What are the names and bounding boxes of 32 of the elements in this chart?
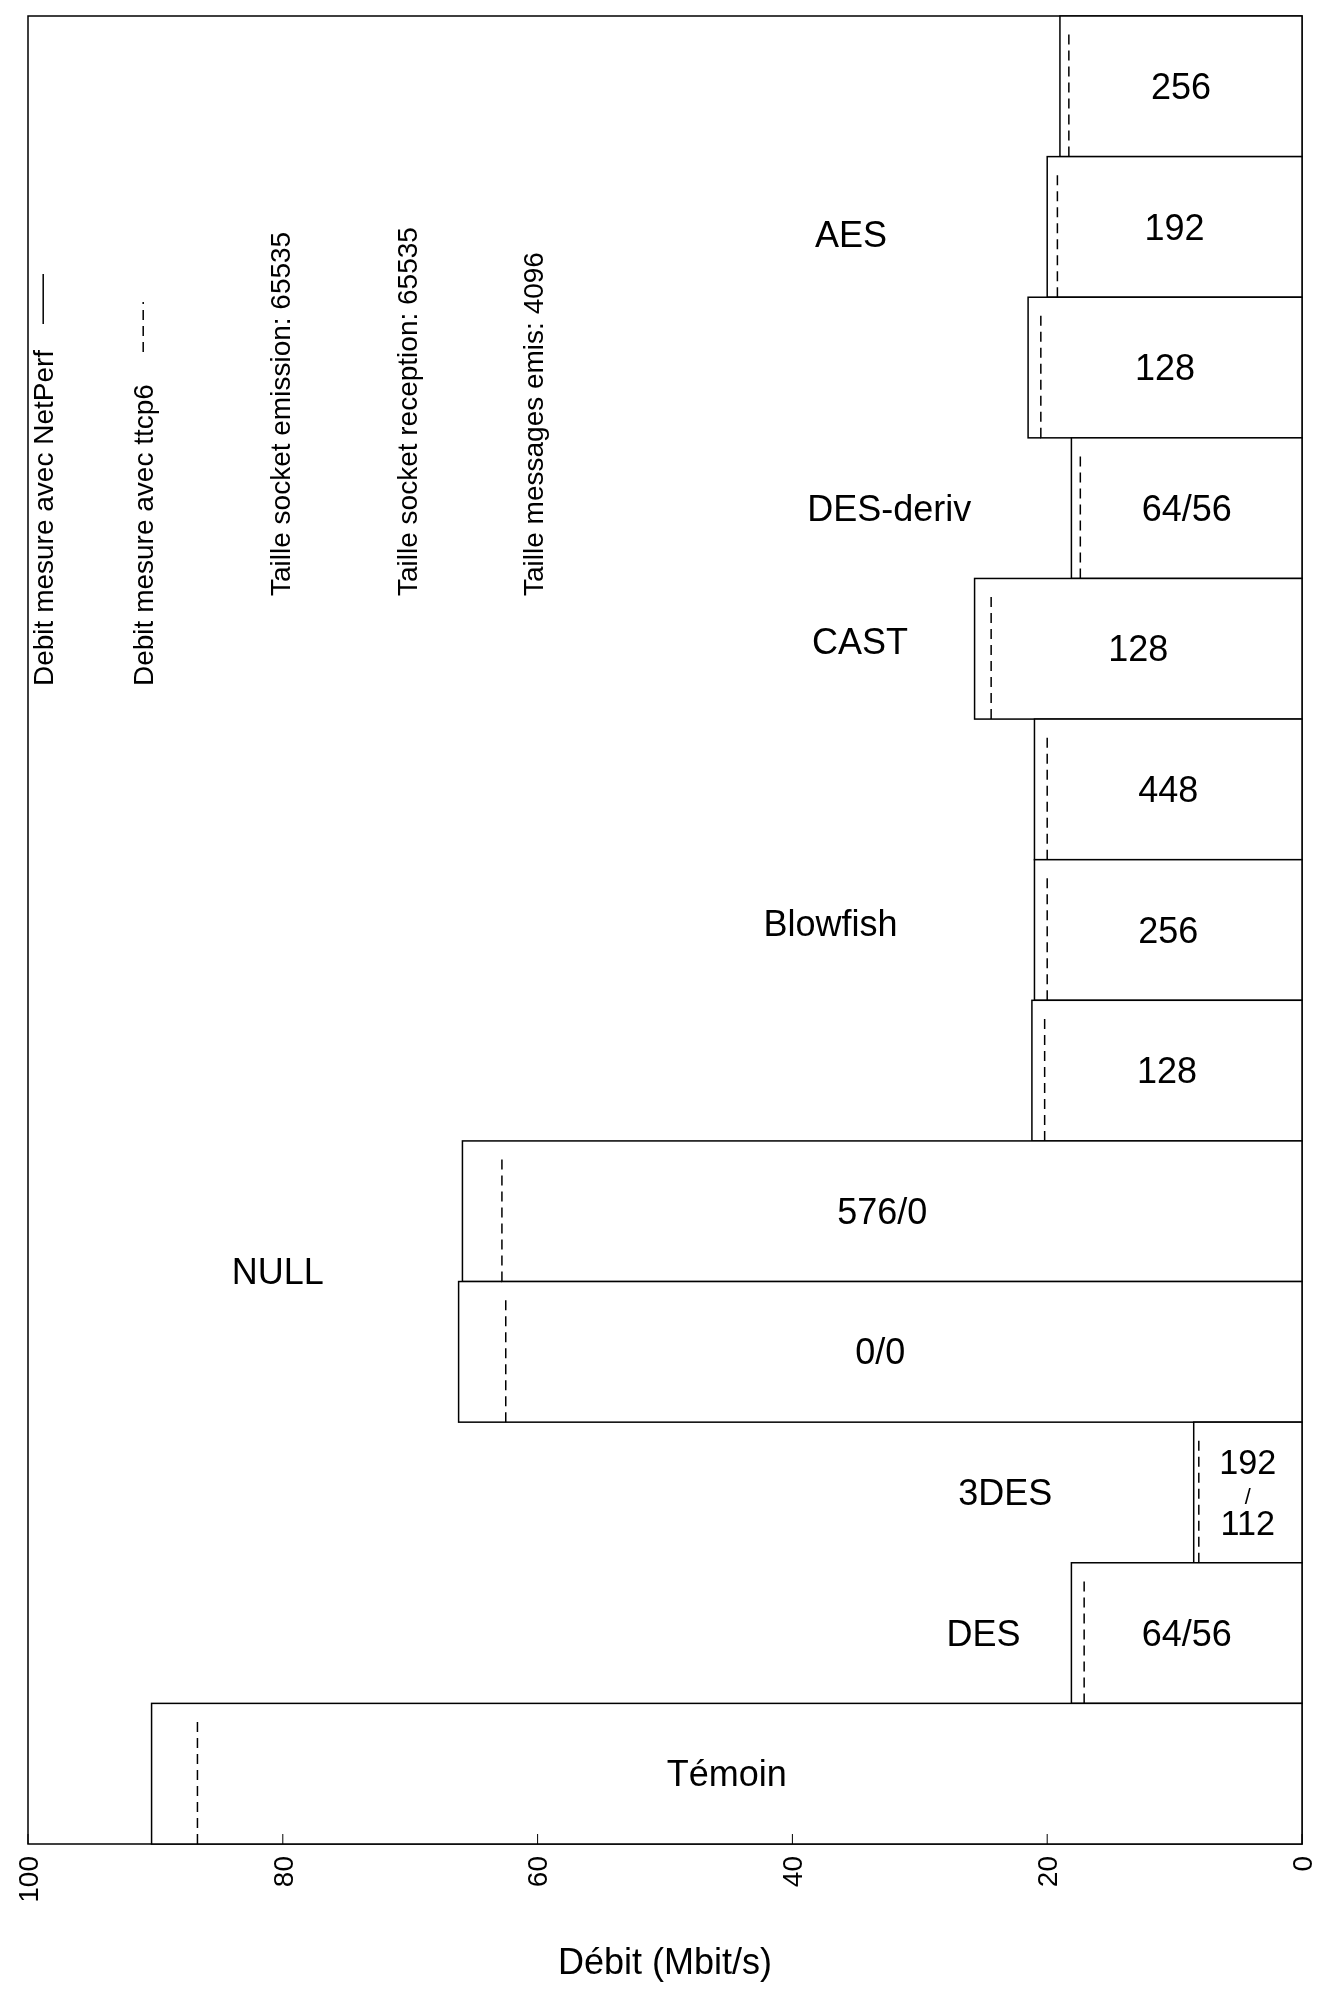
- annotation: Taille socket reception: 65535: [391, 227, 423, 596]
- annotation: DES-deriv: [807, 487, 972, 529]
- y-tick-label: 256: [1150, 65, 1212, 107]
- annotation: Taille socket emission: 65535: [265, 231, 297, 596]
- annotation: 3DES: [958, 1472, 1053, 1514]
- y-tick-label: 64/56: [1141, 1612, 1232, 1654]
- y-tick-label: 256: [1138, 909, 1199, 951]
- x-tick-label: 40: [777, 1856, 809, 1888]
- y-tick-label: 448: [1138, 768, 1199, 810]
- x-tick-label: 20: [1032, 1856, 1063, 1888]
- y-tick-label: 576/0: [837, 1190, 928, 1232]
- y-tick-label: 0/0: [855, 1331, 906, 1373]
- y-tick-label: 128: [1108, 628, 1169, 670]
- legend-label: Debit mesure avec NetPerf: [28, 349, 59, 686]
- y-tick-label: 128: [1135, 347, 1196, 389]
- annotation: DES: [946, 1612, 1021, 1654]
- y-tick-label: Témoin: [666, 1753, 787, 1795]
- x-tick-label: 0: [1286, 1856, 1318, 1872]
- y-tick-label: 128: [1136, 1050, 1197, 1092]
- annotation: Blowfish: [763, 902, 898, 944]
- y-tick-label: 192: [1144, 206, 1205, 248]
- annotation: NULL: [231, 1251, 324, 1293]
- y-tick-label: 192/112: [1219, 1442, 1277, 1542]
- annotation: AES: [814, 213, 888, 255]
- x-tick-label: 60: [522, 1856, 554, 1888]
- annotation: CAST: [811, 621, 908, 663]
- annotation: Taille messages emis: 4096: [517, 252, 549, 596]
- x-tick-label: 100: [12, 1856, 44, 1903]
- x-tick-label: 80: [267, 1856, 299, 1888]
- legend-label: Debit mesure avec ttcp6: [128, 384, 159, 686]
- y-tick-label: 64/56: [1141, 487, 1232, 529]
- x-axis-title: Débit (Mbit/s): [557, 1941, 773, 1982]
